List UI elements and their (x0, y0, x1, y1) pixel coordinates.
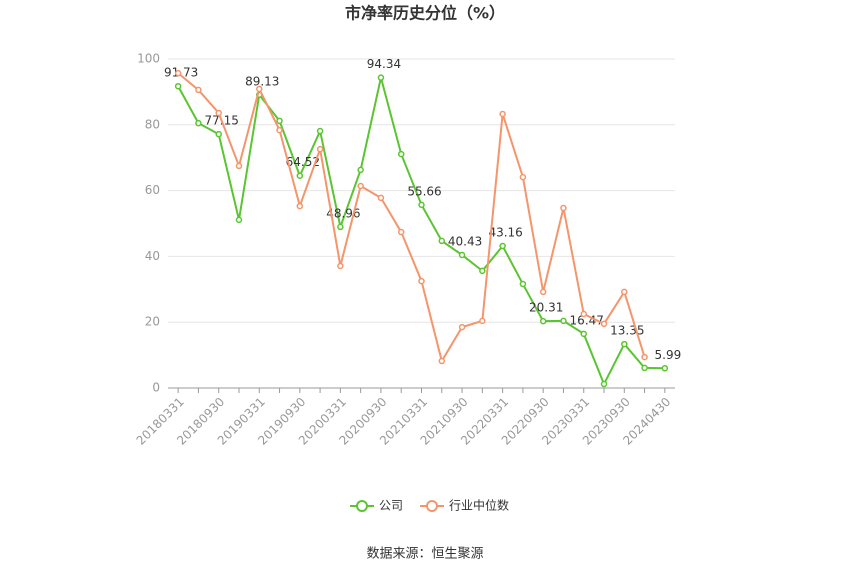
point (215, 130, 222, 138)
point (519, 173, 527, 181)
point (621, 340, 628, 348)
point (519, 280, 527, 288)
y-tick-label: 20 (145, 315, 160, 329)
legend-label: 行业中位数 (449, 498, 509, 513)
y-tick-label: 0 (152, 381, 160, 395)
point (479, 267, 486, 275)
point (580, 330, 587, 338)
y-tick-label: 40 (145, 249, 160, 263)
point (195, 86, 202, 94)
series-line (177, 72, 646, 364)
point (296, 172, 304, 179)
y-tick-label: 100 (137, 52, 160, 66)
point (276, 126, 283, 134)
point (621, 288, 628, 296)
point (397, 150, 405, 158)
point (499, 110, 506, 118)
point (661, 365, 669, 372)
point (560, 317, 567, 325)
point (600, 380, 608, 388)
point (296, 202, 304, 210)
point (174, 82, 182, 90)
point (174, 69, 182, 77)
point (235, 162, 243, 170)
point (438, 237, 446, 245)
point (337, 223, 344, 231)
data-label: 94.34 (367, 57, 401, 71)
point (539, 288, 547, 296)
data-label: 55.66 (407, 184, 441, 198)
point (397, 228, 405, 236)
point (641, 353, 648, 361)
legend-marker (356, 500, 368, 512)
data-label: 20.31 (529, 301, 563, 315)
point (600, 320, 608, 328)
point (235, 216, 243, 224)
data-label: 13.35 (610, 324, 644, 338)
legend-marker (426, 500, 438, 512)
point (377, 194, 385, 202)
point (357, 182, 364, 190)
data-label: 89.13 (245, 74, 279, 88)
y-tick-label: 60 (145, 183, 160, 197)
data-label: 40.43 (448, 234, 482, 248)
point (418, 201, 425, 209)
point (337, 262, 344, 270)
point (256, 85, 263, 93)
data-label: 43.16 (488, 226, 522, 240)
point (641, 364, 648, 372)
point (316, 145, 324, 153)
point (458, 323, 466, 331)
point (418, 277, 425, 285)
point (499, 242, 506, 250)
point (377, 74, 385, 81)
data-label: 5.99 (655, 348, 682, 362)
data-label: 16.47 (570, 313, 604, 327)
point (215, 109, 222, 117)
chart-title: 市净率历史分位（%） (345, 4, 505, 23)
point (357, 166, 364, 174)
legend-label: 公司 (379, 499, 403, 513)
y-tick-label: 80 (145, 117, 160, 131)
point (539, 317, 547, 325)
point (438, 357, 446, 365)
source: 数据来源：恒生聚源 (366, 547, 483, 562)
point (316, 127, 324, 135)
point (580, 310, 587, 318)
point (560, 204, 567, 212)
point (479, 317, 486, 325)
point (195, 119, 202, 127)
point (276, 117, 283, 125)
point (458, 251, 466, 259)
data-label: 64.52 (286, 155, 320, 169)
